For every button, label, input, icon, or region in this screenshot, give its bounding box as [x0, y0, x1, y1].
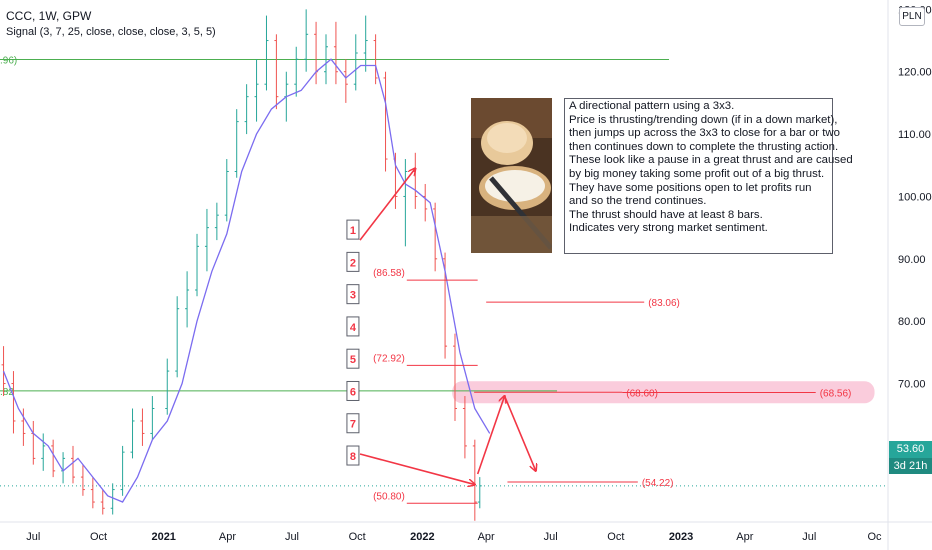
level-lines: .96) .82	[0, 55, 888, 487]
x-tick-label: Apr	[219, 531, 236, 543]
note-line: They have some positions open to let pro…	[569, 181, 812, 194]
pattern-note: A directional pattern using a 3x3. Price…	[564, 98, 853, 254]
y-tick-label: 70.00	[898, 379, 926, 391]
symbol-title[interactable]: CCC, 1W, GPW	[6, 9, 92, 23]
x-tick-label: Apr	[736, 531, 753, 543]
y-tick-label: 80.00	[898, 316, 926, 328]
level-label: (54.22)	[642, 478, 674, 489]
note-line: then jumps up across the 3x3 to close fo…	[569, 127, 840, 140]
trend-arrow	[359, 168, 415, 241]
bar-count-box	[346, 380, 360, 401]
bar-count-number: 4	[350, 322, 357, 334]
bar-count-number: 5	[350, 354, 356, 366]
bread-roll-photo	[471, 98, 552, 253]
annotations: (86.58) (83.06) (72.92) (68.60) (68.56) (54.2…	[359, 168, 852, 504]
level-label: (86.58)	[373, 268, 405, 279]
y-axis[interactable]: 130.00120.00110.00100.0090.0080.0070.006…	[898, 4, 932, 453]
level-label: (68.60)	[626, 388, 658, 399]
x-tick-label: Jul	[802, 531, 816, 543]
candles	[1, 9, 482, 521]
bar-count-number: 1	[350, 225, 356, 237]
note-line: and so the trend continues.	[569, 195, 707, 208]
x-tick-label: Apr	[478, 531, 495, 543]
bar-count-labels: 1 2 3 4 5 6 7 8	[346, 219, 360, 466]
bar-count-number: 6	[350, 386, 356, 398]
trend-arrow	[503, 395, 536, 471]
bar-count-number: 7	[350, 419, 356, 431]
level-label: (50.80)	[373, 491, 405, 502]
x-tick-label: 2023	[669, 531, 693, 543]
x-tick-label: Oct	[607, 531, 624, 543]
note-line: Indicates very strong market sentiment.	[569, 222, 768, 235]
x-tick-label: Jul	[544, 531, 558, 543]
level-label: (68.56)	[820, 389, 852, 400]
note-line: then continues down to complete the thru…	[569, 140, 839, 153]
bar-count-box	[346, 284, 360, 305]
bar-count-box	[346, 348, 360, 369]
x-tick-label: Jul	[285, 531, 299, 543]
x-tick-label: Oct	[90, 531, 107, 543]
trend-arrow	[359, 453, 475, 485]
level-label: (83.06)	[648, 298, 680, 309]
note-line: by big money taking some profit out of a…	[569, 167, 825, 180]
bar-countdown: 3d 21h	[889, 458, 932, 474]
bar-count-number: 8	[350, 451, 356, 463]
bar-count-box	[346, 251, 360, 272]
y-tick-label: 90.00	[898, 254, 926, 266]
y-tick-label: 120.00	[898, 67, 932, 79]
signal-line	[2, 58, 491, 503]
bar-count-box	[346, 413, 360, 434]
x-axis[interactable]: Jul Oct 2021 Apr Jul Oct 2022 Apr Jul Oct 2023 Apr J…	[26, 531, 882, 543]
currency-button[interactable]: PLN	[899, 7, 925, 26]
indicator-legend[interactable]: Signal (3, 7, 25, close, close, close, 3…	[6, 26, 216, 38]
green-level-label: .82	[0, 387, 14, 398]
note-line: A directional pattern using a 3x3.	[569, 100, 735, 112]
bar-count-box	[346, 445, 360, 466]
x-tick-label: 2022	[410, 531, 434, 543]
level-label: (72.92)	[373, 353, 405, 364]
last-price-tag: 53.60	[889, 441, 932, 458]
y-tick-label: 110.00	[898, 129, 931, 141]
bar-count-box	[346, 219, 360, 240]
signal-line-path	[2, 58, 491, 503]
note-line: These look like a pause in a great thrus…	[569, 154, 853, 167]
x-tick-label: Oct	[349, 531, 366, 543]
bar-count-box	[346, 316, 360, 337]
x-tick-label: 2021	[151, 531, 175, 543]
x-tick-label: Oc	[868, 531, 883, 543]
y-tick-label: 100.00	[898, 191, 932, 203]
bar-count-number: 2	[350, 257, 356, 269]
note-line: Price is thrusting/trending down (if in …	[569, 113, 838, 126]
green-level-label: .96)	[0, 55, 17, 66]
x-tick-label: Jul	[26, 531, 40, 543]
bar-count-number: 3	[350, 290, 356, 302]
trend-arrow	[476, 396, 505, 475]
note-line: The thrust should have at least 8 bars.	[569, 208, 763, 221]
